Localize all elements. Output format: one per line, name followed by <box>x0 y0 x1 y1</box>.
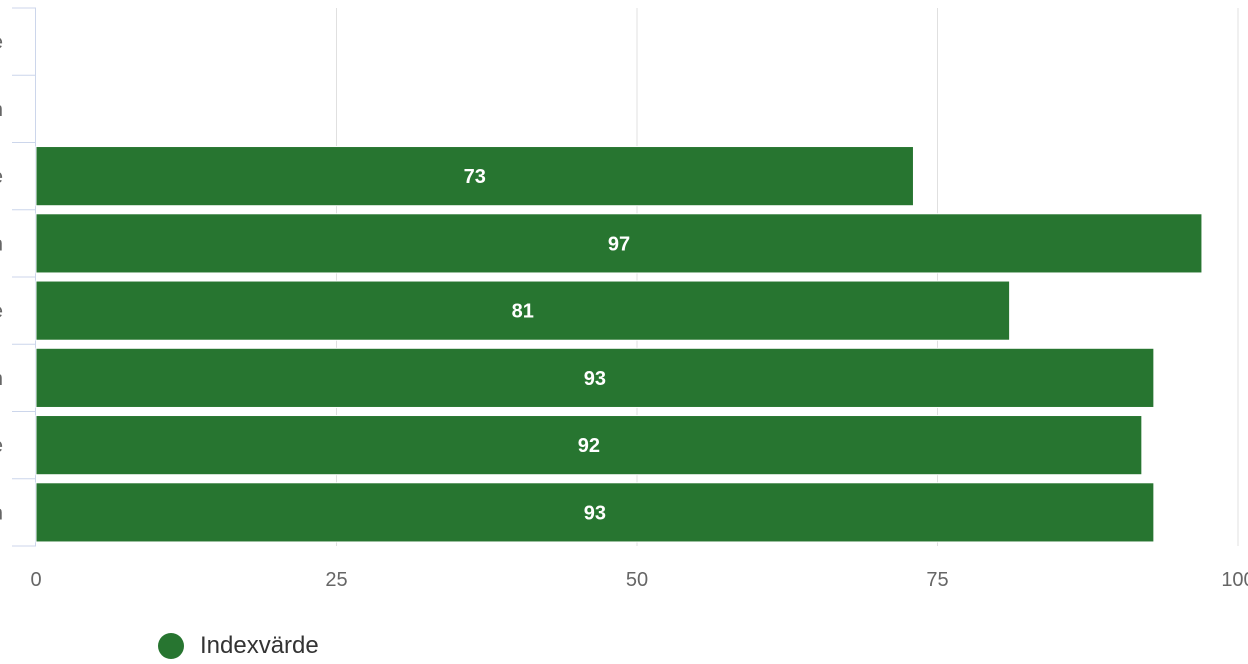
category-label: n <box>0 99 3 121</box>
x-tick-label: 75 <box>926 569 948 591</box>
legend-marker <box>158 633 184 659</box>
data-label: 73 <box>464 166 486 188</box>
data-label: 93 <box>584 502 606 524</box>
bar <box>35 213 1203 274</box>
category-label: n <box>0 502 3 524</box>
category-label: n <box>0 368 3 390</box>
bar <box>35 280 1011 341</box>
data-label: 93 <box>584 368 606 390</box>
x-tick-label: 25 <box>325 569 347 591</box>
category-label: n <box>0 233 3 255</box>
bar <box>35 415 1143 476</box>
category-label: e <box>0 166 3 188</box>
category-label: e <box>0 435 3 457</box>
bar <box>35 347 1155 408</box>
x-tick-label: 50 <box>626 569 648 591</box>
bar <box>35 146 914 207</box>
data-label: 81 <box>512 301 534 323</box>
x-tick-label: 100 <box>1221 569 1248 591</box>
legend-label: Indexvärde <box>200 632 319 659</box>
data-label: 97 <box>608 233 630 255</box>
category-label: e <box>0 32 3 54</box>
data-label: 92 <box>578 435 600 457</box>
category-label: e <box>0 301 3 323</box>
bar <box>35 482 1155 543</box>
legend[interactable]: Indexvärde <box>158 632 319 660</box>
x-tick-label: 0 <box>30 569 41 591</box>
